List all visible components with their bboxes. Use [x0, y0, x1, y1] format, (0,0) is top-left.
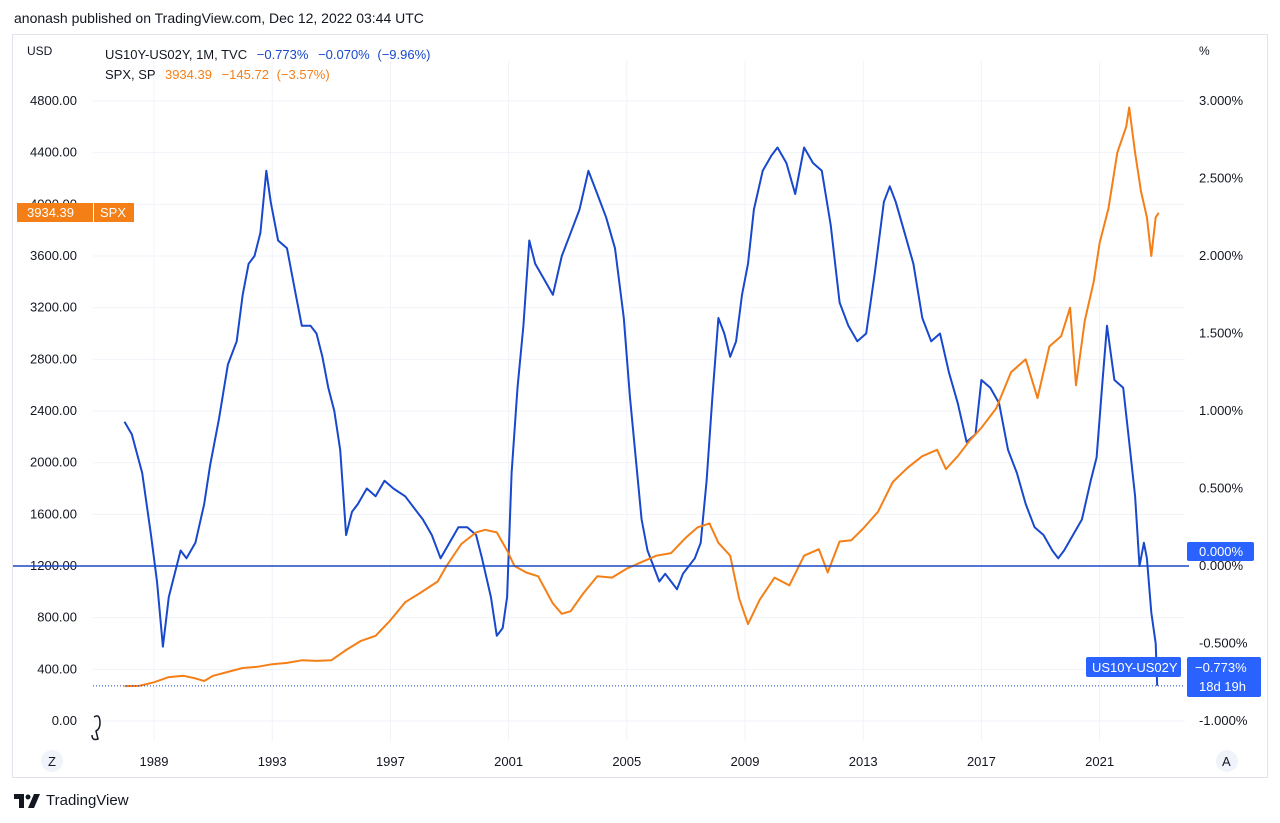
cursor-marker-icon: [91, 715, 101, 741]
left-axis-tick: 3600.00: [30, 248, 77, 263]
legend-spread-last: −0.773%: [257, 47, 309, 62]
series-line-spx: [124, 106, 1160, 688]
footer-brand-label: TradingView: [46, 792, 129, 809]
left-price-axis: 4800.004400.004000.003600.003200.002800.…: [30, 93, 77, 728]
time-axis-tick: 1993: [258, 754, 287, 769]
right-axis-unit: %: [1199, 44, 1210, 58]
left-axis-tick: 4400.00: [30, 145, 77, 160]
scale-a-label: A: [1222, 754, 1231, 769]
tradingview-logo-icon: [14, 793, 40, 808]
svg-text:US10Y-US02Y, 1M, TVC −: US10Y-US02Y, 1M, TVC −0.773% −0.070% (−9…: [105, 47, 431, 62]
legend-spx-name: SPX, SP: [105, 67, 155, 82]
legend-spread-name: US10Y-US02Y, 1M, TVC: [105, 47, 247, 62]
right-percent-axis: 3.000% 2.500% 2.000% 1.500% 1.000% 0.500% 0.00…: [1199, 93, 1248, 728]
right-axis-tick: 0.500%: [1199, 481, 1244, 496]
legend-spread-change: −0.070%: [318, 47, 370, 62]
right-axis-tick: 1.500%: [1199, 326, 1244, 341]
scale-z-button[interactable]: Z: [41, 750, 63, 772]
svg-text:SPX, SP 3934.39: SPX, SP 3934.39 −145.72 (−3.57%): [105, 67, 330, 82]
left-axis-tick: 2400.00: [30, 403, 77, 418]
legend-spx-change: −145.72: [222, 67, 269, 82]
footer-brand[interactable]: TradingView: [14, 792, 129, 809]
grid: [93, 61, 1185, 741]
chart-svg[interactable]: 4800.004400.004000.003600.003200.002800.…: [13, 35, 1267, 777]
right-axis-tick: 2.000%: [1199, 248, 1244, 263]
right-axis-tick: 1.000%: [1199, 403, 1244, 418]
time-axis-tick: 2009: [731, 754, 760, 769]
spread-badge-countdown: 18d 19h: [1199, 679, 1246, 694]
left-axis-tick: 2800.00: [30, 351, 77, 366]
right-axis-tick: 0.000%: [1199, 558, 1244, 573]
spx-price-badge-label: SPX: [100, 205, 126, 220]
spx-price-badge: 3934.39 SPX: [17, 203, 134, 222]
left-axis-tick: 3200.00: [30, 300, 77, 315]
published-header: anonash published on TradingView.com, De…: [14, 10, 424, 26]
time-axis-tick: 2013: [849, 754, 878, 769]
left-axis-tick: 4800.00: [30, 93, 77, 108]
chart-frame[interactable]: 4800.004400.004000.003600.003200.002800.…: [12, 34, 1268, 778]
spread-badge-value: −0.773%: [1195, 660, 1247, 675]
legend: US10Y-US02Y, 1M, TVC −0.773% −0.070% (−9…: [105, 47, 431, 82]
time-axis-tick: 1997: [376, 754, 405, 769]
scale-a-button[interactable]: A: [1216, 750, 1238, 772]
legend-spread-change-pct: (−9.96%): [377, 47, 430, 62]
zero-line-badge-value: 0.000%: [1199, 544, 1244, 559]
left-axis-tick: 800.00: [37, 610, 77, 625]
left-axis-tick: 400.00: [37, 661, 77, 676]
series-line-us10y-us02y: [123, 146, 1159, 686]
spread-badge-label: US10Y-US02Y: [1092, 660, 1178, 675]
time-axis: 1989 1993 1997 2001 2005 2009 2013 2017 2021: [140, 754, 1115, 769]
time-axis-tick: 1989: [140, 754, 169, 769]
right-axis-tick: 3.000%: [1199, 93, 1244, 108]
overlay-layer: [13, 565, 1189, 687]
legend-spx-last: 3934.39: [165, 67, 212, 82]
time-axis-tick: 2005: [612, 754, 641, 769]
spx-price-badge-value: 3934.39: [27, 205, 74, 220]
right-axis-tick: -1.000%: [1199, 713, 1248, 728]
right-axis-tick: 2.500%: [1199, 171, 1244, 186]
zero-line-badge: 0.000%: [1187, 542, 1254, 561]
time-axis-tick: 2021: [1085, 754, 1114, 769]
legend-spx-change-pct: (−3.57%): [277, 67, 330, 82]
right-axis-tick: -0.500%: [1199, 636, 1248, 651]
left-axis-tick: 2000.00: [30, 455, 77, 470]
series-layer: [123, 106, 1160, 688]
left-axis-tick: 0.00: [52, 713, 77, 728]
left-axis-tick: 1600.00: [30, 506, 77, 521]
left-axis-unit: USD: [27, 44, 53, 58]
time-axis-tick: 2017: [967, 754, 996, 769]
scale-z-label: Z: [48, 754, 56, 769]
time-axis-tick: 2001: [494, 754, 523, 769]
spread-last-badge: US10Y-US02Y −0.773% 18d 19h: [1086, 657, 1261, 697]
